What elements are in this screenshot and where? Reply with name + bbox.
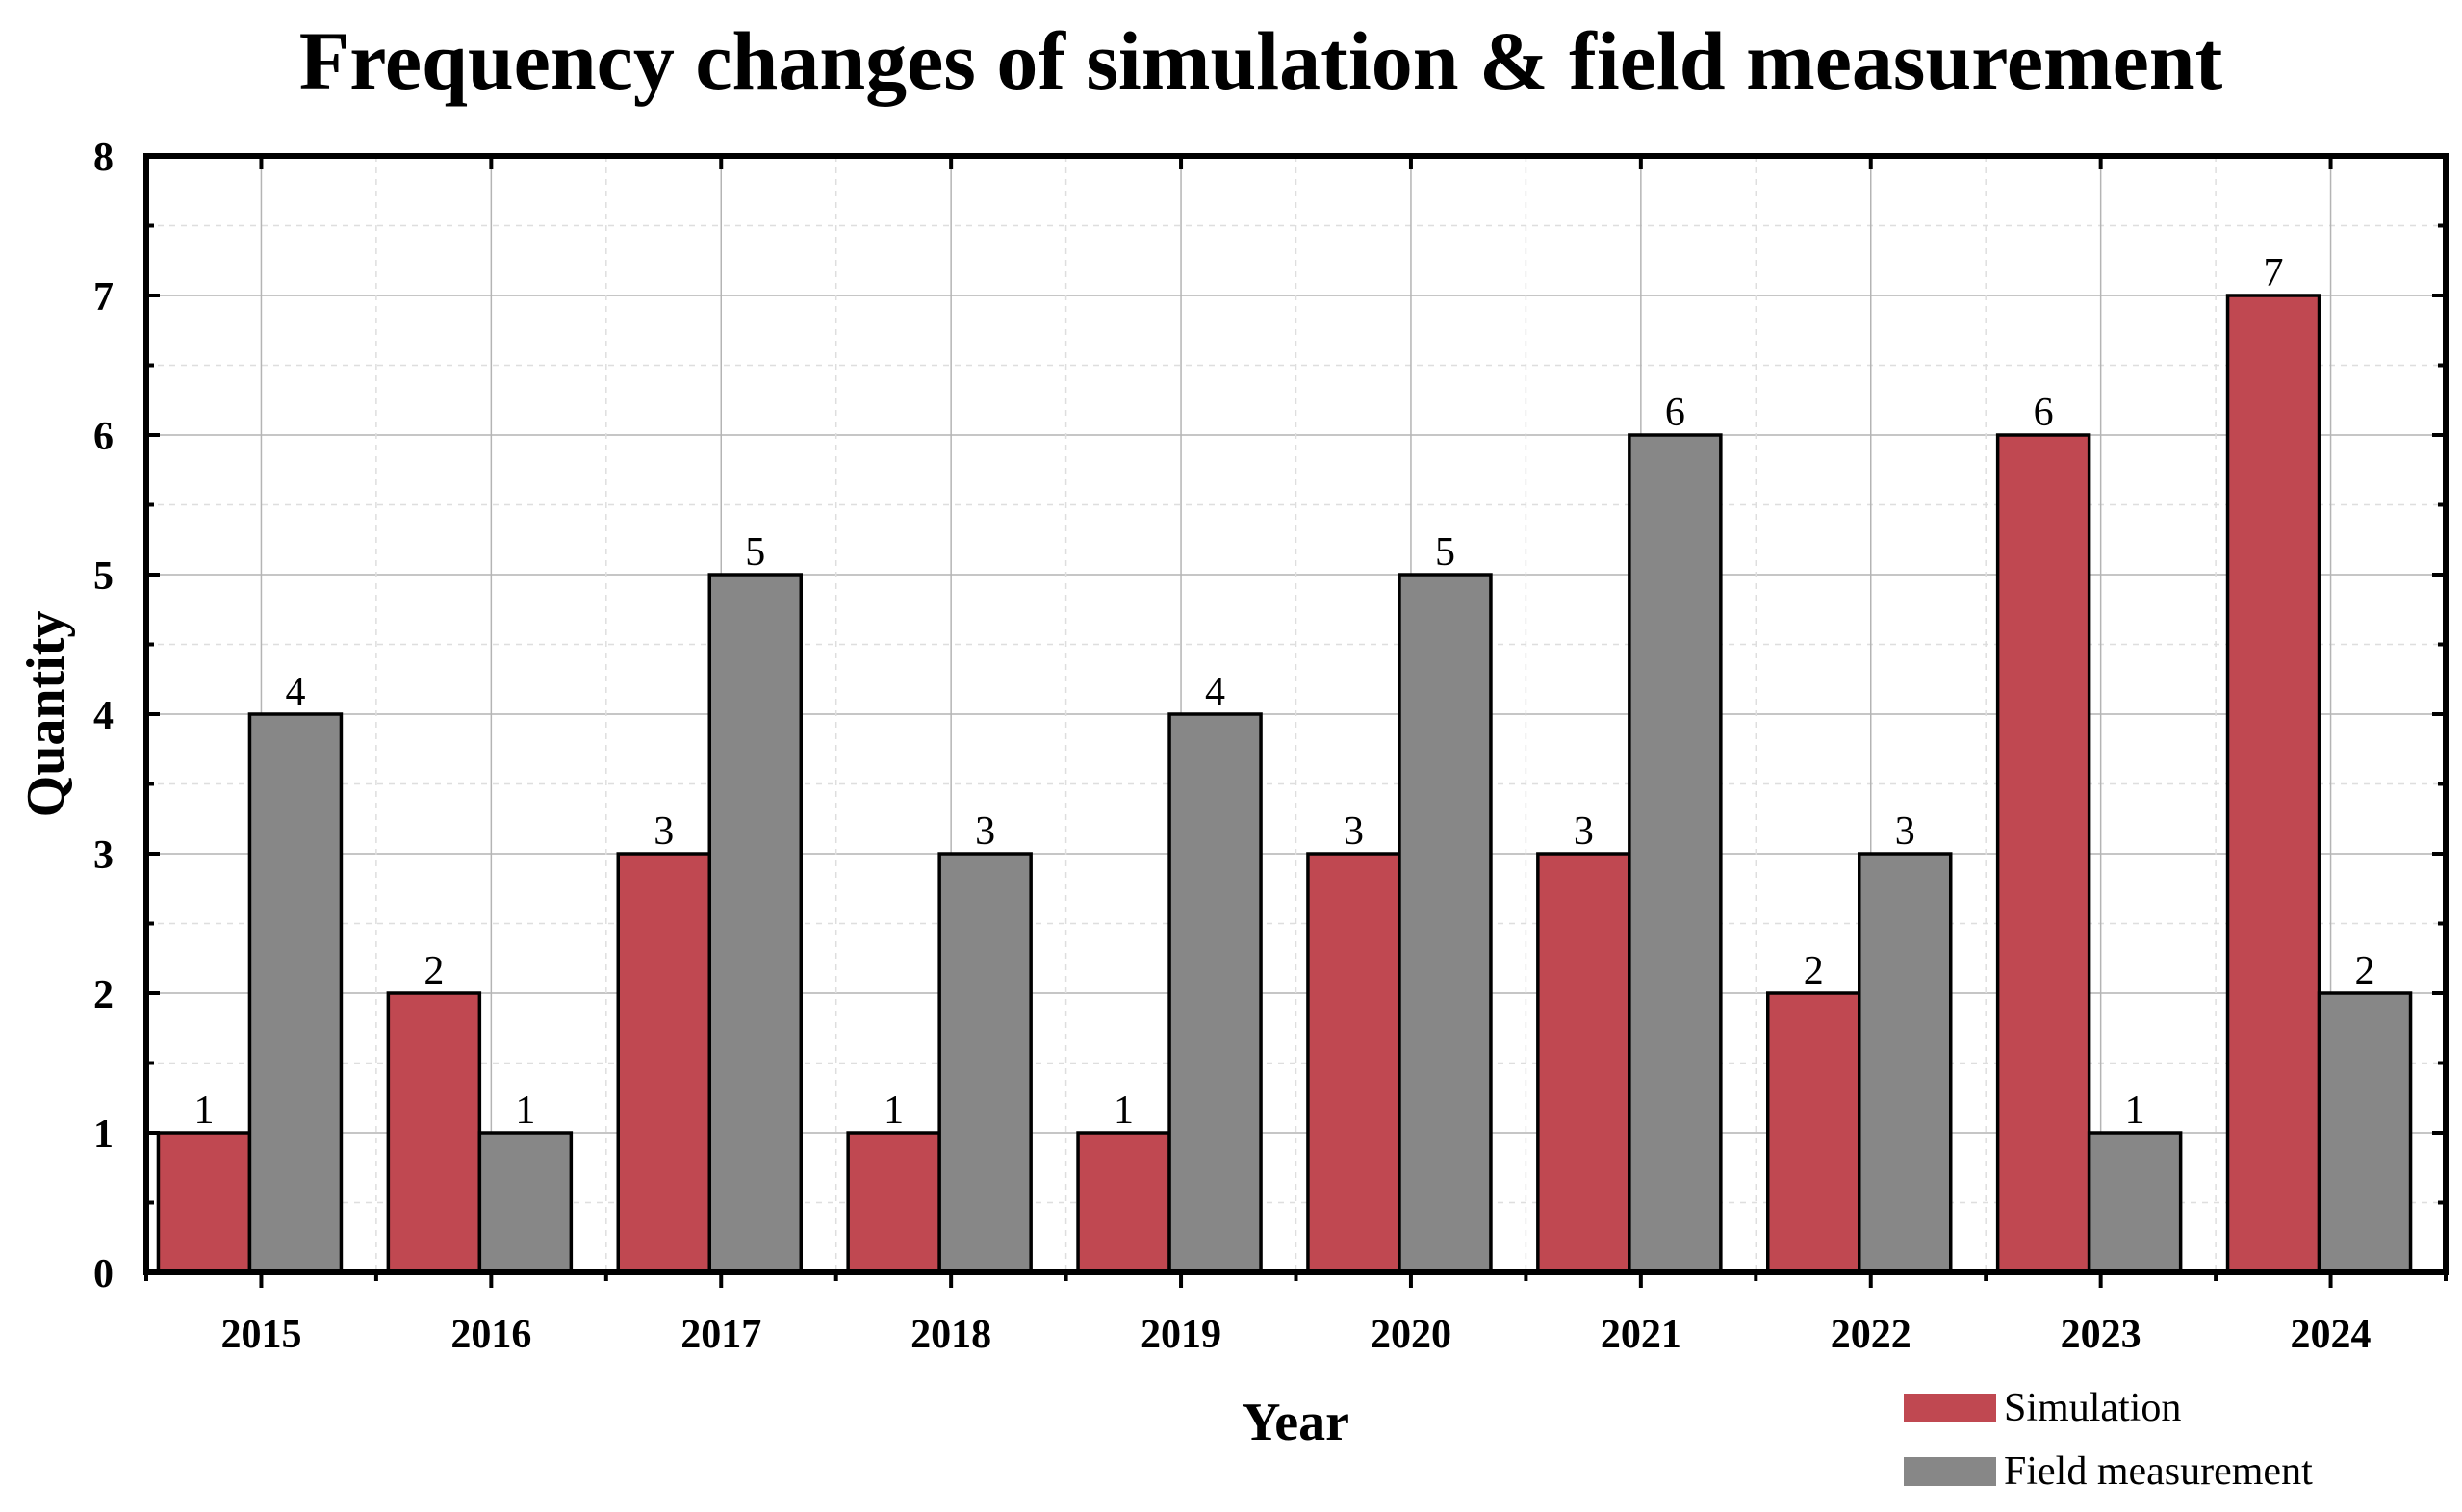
- x-tick-label: 2016: [450, 1313, 531, 1357]
- bar-simulation: [2225, 294, 2321, 1274]
- y-tick-label: 3: [93, 833, 114, 878]
- x-tick-label: 2015: [220, 1313, 301, 1357]
- x-tick-label: 2022: [1831, 1313, 1911, 1357]
- legend-label: Field measurement: [2004, 1449, 2313, 1494]
- x-axis-label: Year: [1242, 1393, 1349, 1452]
- data-label: 6: [1665, 391, 1685, 435]
- data-label: 2: [423, 949, 444, 993]
- bar-field-measurement: [2087, 1131, 2183, 1274]
- x-tick-label: 2020: [1371, 1313, 1451, 1357]
- bar-field-measurement: [1628, 433, 1723, 1274]
- bar-field-measurement: [1398, 573, 1493, 1274]
- y-tick-label: 2: [93, 973, 114, 1017]
- data-label: 3: [975, 809, 995, 854]
- data-label: 4: [285, 670, 305, 714]
- x-tick-label: 2017: [680, 1313, 761, 1357]
- bar-simulation: [1306, 852, 1401, 1274]
- legend-swatch: [1904, 1457, 1996, 1486]
- bar-simulation: [846, 1131, 941, 1274]
- data-label: 5: [745, 530, 765, 575]
- legend-label: Simulation: [2004, 1386, 2181, 1430]
- bar-field-measurement: [707, 573, 803, 1274]
- bar-field-measurement: [1167, 712, 1263, 1274]
- data-label: 7: [2264, 251, 2284, 295]
- y-tick-label: 1: [93, 1113, 114, 1157]
- axis-ticks: [144, 154, 2448, 1288]
- legend-swatch: [1904, 1394, 1996, 1422]
- data-label: 1: [193, 1089, 214, 1133]
- bar-field-measurement: [247, 712, 344, 1274]
- y-tick-label: 0: [93, 1252, 114, 1296]
- bar-simulation: [156, 1131, 252, 1274]
- bar-simulation: [616, 852, 711, 1274]
- data-label: 2: [1804, 949, 1824, 993]
- bar-simulation: [1076, 1131, 1171, 1274]
- x-tick-label: 2021: [1601, 1313, 1681, 1357]
- chart-title: Frequency changes of simulation & field …: [299, 14, 2223, 107]
- data-label: 5: [1435, 530, 1455, 575]
- bar-simulation: [1766, 991, 1861, 1274]
- x-tick-label: 2018: [910, 1313, 991, 1357]
- y-tick-labels: 0 1 2 3 4 5 6 7 8: [93, 136, 114, 1296]
- data-label: 1: [1114, 1089, 1134, 1133]
- data-label: 4: [1205, 670, 1225, 714]
- bar-field-measurement: [2317, 991, 2413, 1274]
- data-label: 3: [1895, 809, 1915, 854]
- bar-simulation: [1995, 433, 2091, 1274]
- legend: Simulation Field measurement: [1904, 1386, 2313, 1494]
- data-label: 3: [1574, 809, 1594, 854]
- x-tick-labels: 2015 2016 2017 2018 2019 2020 2021 2022 2023 2024: [220, 1313, 2371, 1357]
- y-axis-label: Quantity: [16, 611, 76, 818]
- data-label: 3: [1344, 809, 1364, 854]
- y-tick-label: 6: [93, 415, 114, 459]
- data-label: 2: [2355, 949, 2375, 993]
- data-label: 6: [2034, 391, 2054, 435]
- bar-field-measurement: [477, 1131, 574, 1274]
- data-labels: 1 2 3 1 1 3 3 2 6 7 4 1 5 3 4 5 6 3 1 2: [193, 251, 2374, 1133]
- y-tick-label: 8: [93, 136, 114, 180]
- y-tick-label: 5: [93, 554, 114, 599]
- x-tick-label: 2019: [1141, 1313, 1221, 1357]
- data-label: 1: [2125, 1089, 2145, 1133]
- bar-field-measurement: [937, 852, 1033, 1274]
- data-label: 1: [884, 1089, 904, 1133]
- data-label: 3: [654, 809, 674, 854]
- x-tick-label: 2023: [2061, 1313, 2141, 1357]
- bar-simulation: [1536, 852, 1631, 1274]
- bars: [156, 294, 2413, 1274]
- bar-simulation: [386, 991, 482, 1274]
- gridlines: [146, 156, 2446, 1272]
- y-tick-label: 7: [93, 275, 114, 320]
- x-tick-label: 2024: [2291, 1313, 2372, 1357]
- data-label: 1: [515, 1089, 535, 1133]
- bar-field-measurement: [1858, 852, 1953, 1274]
- y-tick-label: 4: [93, 694, 114, 738]
